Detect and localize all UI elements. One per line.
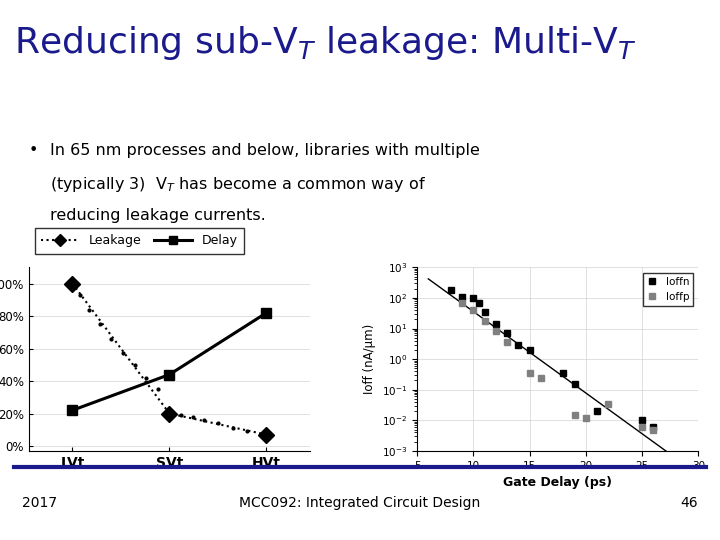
Text: 2017: 2017: [22, 496, 57, 510]
Ioffn: [559, 370, 567, 376]
Ioffp: [503, 339, 511, 346]
Ioffp: [480, 318, 489, 324]
Text: reducing leakage currents.: reducing leakage currents.: [50, 208, 266, 223]
Ioffp: [492, 328, 500, 335]
Ioffn: [649, 424, 657, 430]
Text: In 65 nm processes and below, libraries with multiple: In 65 nm processes and below, libraries …: [50, 143, 480, 158]
Ioffn: [446, 287, 455, 293]
Ioffp: [458, 299, 467, 306]
Delay: [165, 372, 174, 378]
Text: 46: 46: [681, 496, 698, 510]
Text: •: •: [29, 143, 38, 158]
Ioffp: [526, 370, 534, 376]
Ioffn: [514, 341, 523, 348]
Ioffp: [638, 424, 647, 430]
Legend: Leakage, Delay: Leakage, Delay: [35, 228, 244, 254]
Text: Reducing sub-V$_T$ leakage: Multi-V$_T$: Reducing sub-V$_T$ leakage: Multi-V$_T$: [14, 24, 637, 62]
Line: Leakage: Leakage: [67, 278, 272, 440]
Ioffn: [474, 299, 483, 306]
Delay: [68, 407, 77, 414]
Line: Ioffn: Ioffn: [447, 287, 657, 430]
Ioffn: [526, 347, 534, 353]
Ioffn: [638, 417, 647, 423]
Ioffp: [469, 307, 477, 313]
Y-axis label: Ioff (nA/μm): Ioff (nA/μm): [364, 324, 377, 394]
Ioffp: [649, 426, 657, 433]
Ioffn: [570, 381, 579, 388]
Delay: [262, 309, 271, 316]
Ioffn: [469, 295, 477, 301]
Text: MCC092: Integrated Circuit Design: MCC092: Integrated Circuit Design: [239, 496, 481, 510]
Legend: Ioffn, Ioffp: Ioffn, Ioffp: [643, 273, 693, 306]
Leakage: [165, 410, 174, 417]
Ioffn: [503, 330, 511, 336]
Ioffn: [480, 309, 489, 315]
Ioffp: [536, 374, 545, 381]
Text: (typically 3)  V$_T$ has become a common way of: (typically 3) V$_T$ has become a common …: [50, 176, 426, 194]
Ioffn: [492, 321, 500, 327]
X-axis label: Gate Delay (ps): Gate Delay (ps): [503, 476, 612, 489]
Ioffn: [458, 293, 467, 300]
Leakage: [68, 280, 77, 287]
Ioffp: [570, 411, 579, 418]
Line: Ioffp: Ioffp: [459, 300, 656, 433]
Ioffp: [582, 415, 590, 421]
Leakage: [262, 431, 271, 438]
Ioffp: [604, 401, 613, 407]
Line: Delay: Delay: [68, 308, 271, 415]
Ioffn: [593, 408, 601, 414]
